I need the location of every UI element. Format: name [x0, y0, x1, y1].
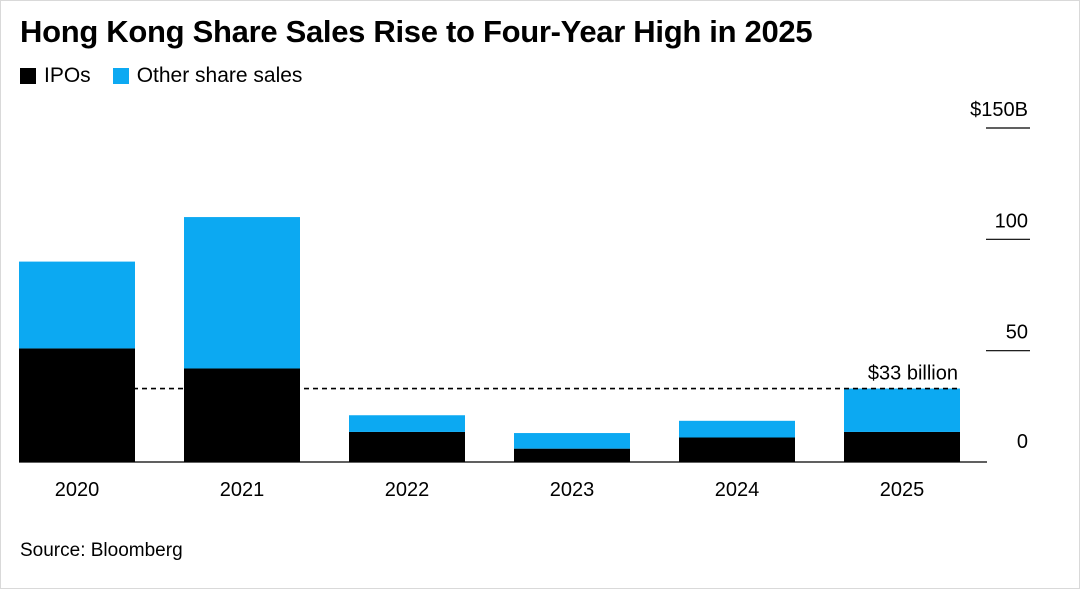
y-tick-label-100: 100	[995, 210, 1028, 232]
legend-item-other: Other share sales	[112, 64, 303, 88]
y-tick-label-0: 0	[1017, 431, 1028, 453]
bar-2022-ipos	[349, 431, 465, 462]
bar-2025-other	[844, 388, 960, 432]
legend-label-ipos: IPOs	[44, 64, 91, 87]
bars-group	[19, 217, 960, 462]
legend-item-ipos: IPOs	[20, 64, 91, 88]
bar-2022-other	[349, 415, 465, 432]
bar-2021-other	[184, 217, 300, 369]
source-note: Source: Bloomberg	[20, 540, 183, 561]
x-tick-label-2021: 2021	[220, 479, 265, 501]
bar-2024-other	[679, 420, 795, 438]
chart-title: Hong Kong Share Sales Rise to Four-Year …	[20, 14, 813, 49]
bar-2024-ipos	[679, 437, 795, 462]
legend: IPOs Other share sales	[20, 64, 324, 88]
x-tick-label-2024: 2024	[715, 479, 760, 501]
bar-2023-ipos	[514, 448, 630, 462]
bar-2023-other	[514, 433, 630, 449]
x-tick-label-2025: 2025	[880, 479, 925, 501]
y-tick-label-150: $150B	[970, 99, 1028, 121]
bar-2021-ipos	[184, 368, 300, 462]
bar-2020-ipos	[19, 348, 135, 462]
legend-swatch-ipos	[20, 68, 36, 84]
x-axis: 2020 2021 2022 2023 2024 2025	[19, 461, 987, 501]
bar-2020-other	[19, 261, 135, 349]
legend-label-other: Other share sales	[136, 64, 303, 87]
reference-line-label: $33 billion	[868, 363, 958, 385]
legend-swatch-other	[112, 68, 129, 84]
bar-2025-ipos	[844, 431, 960, 462]
y-axis: 0 50 100 $150B	[970, 99, 1030, 453]
x-tick-label-2023: 2023	[550, 479, 595, 501]
x-tick-label-2022: 2022	[385, 479, 430, 501]
reference-line-group: $33 billion	[25, 363, 960, 390]
x-tick-label-2020: 2020	[55, 479, 100, 501]
y-tick-label-50: 50	[1006, 322, 1028, 344]
